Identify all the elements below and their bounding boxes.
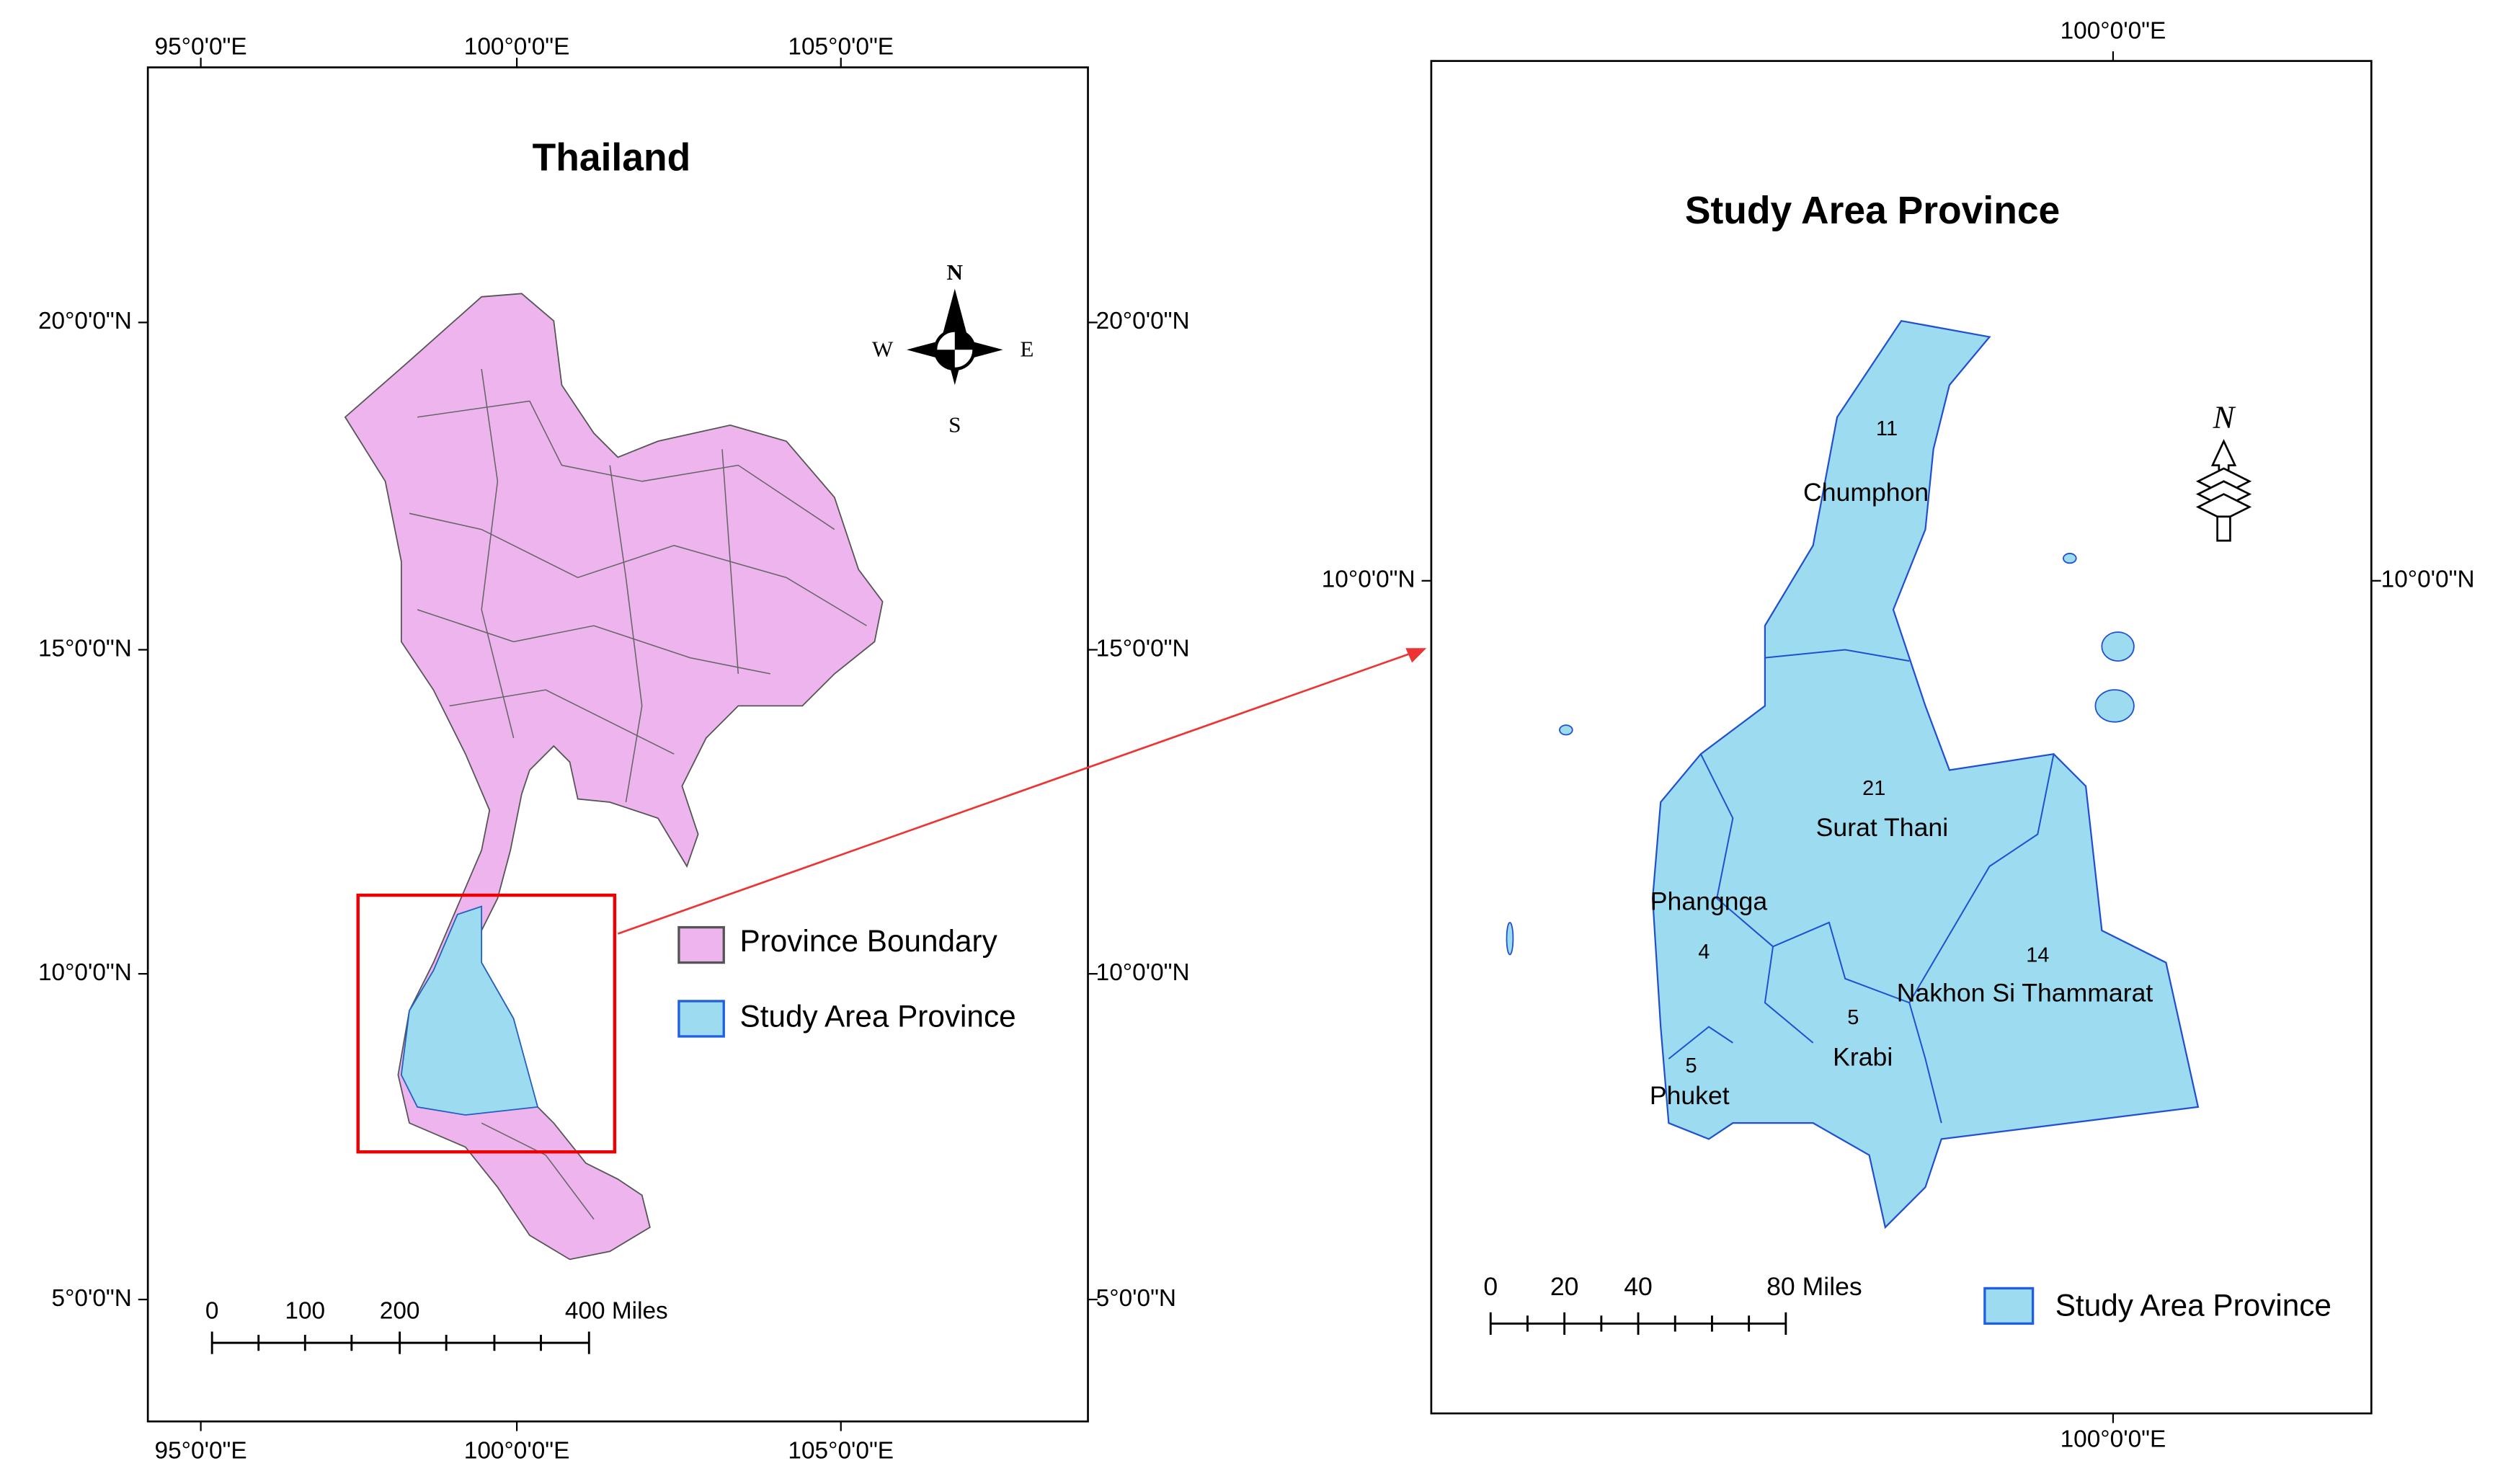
compass (907, 288, 1003, 386)
province-name: Phuket (1650, 1081, 1730, 1110)
lat-label: 5°0'0"N (1096, 1285, 1176, 1312)
zoom-arrow (617, 652, 1413, 935)
right-frame (1430, 60, 2373, 1415)
left-frame (146, 66, 1089, 1423)
compass-e: E (1020, 337, 1033, 362)
legend-label: Province Boundary (740, 924, 998, 958)
legend-swatch (677, 1000, 725, 1038)
legend-swatch (677, 925, 725, 964)
scale-label: 80 Miles (1766, 1272, 1862, 1301)
lat-label: 10°0'0"N (2381, 567, 2475, 593)
lat-label: 5°0'0"N (52, 1285, 132, 1312)
lat-label: 10°0'0"N (38, 959, 132, 986)
north-label: N (2213, 399, 2236, 435)
scale-label: 40 (1624, 1272, 1653, 1301)
scale-label: 200 (380, 1298, 420, 1325)
scale-bar (210, 1331, 590, 1354)
scale-label: 0 (205, 1298, 219, 1325)
lon-label: 105°0'0"E (788, 1437, 894, 1464)
province-borders (1668, 649, 2055, 1124)
lat-label: 10°0'0"N (1322, 567, 1415, 593)
lon-label: 105°0'0"E (788, 34, 894, 61)
study-area-right (1651, 319, 2200, 1230)
compass-s: S (948, 412, 961, 437)
scale-bar (1489, 1312, 1787, 1335)
lon-label: 100°0'0"E (464, 1437, 570, 1464)
left-title: Thailand (533, 137, 691, 179)
province-name: Phangnga (1650, 887, 1768, 916)
compass-n: N (947, 259, 964, 285)
province-name: Surat Thani (1816, 813, 1948, 842)
lat-label: 10°0'0"N (1096, 959, 1190, 986)
lat-label: 20°0'0"N (1096, 308, 1190, 334)
scale-label: 100 (285, 1298, 325, 1325)
lon-label: 95°0'0"E (155, 34, 247, 61)
legend-label: Study Area Province (740, 1000, 1016, 1034)
scale-label: 0 (1483, 1272, 1498, 1301)
province-name: Chumphon (1803, 478, 1929, 507)
study-area-left (400, 905, 539, 1116)
lon-label: 100°0'0"E (464, 34, 570, 61)
islands (1506, 553, 2135, 956)
tick-marks (138, 58, 1098, 1431)
lat-label: 20°0'0"N (38, 308, 132, 334)
lat-label: 15°0'0"N (38, 635, 132, 662)
lat-label: 15°0'0"N (1096, 635, 1190, 662)
province-number: 21 (1862, 777, 1885, 800)
scale-label: 400 Miles (565, 1298, 668, 1325)
compass-w: W (872, 337, 894, 362)
province-lines (409, 368, 867, 1220)
legend-swatch (1983, 1287, 2035, 1325)
province-number: 4 (1698, 941, 1710, 964)
lon-label: 100°0'0"E (2061, 1426, 2166, 1453)
province-number: 5 (1847, 1006, 1859, 1029)
province-number: 14 (2026, 943, 2049, 967)
lon-label: 100°0'0"E (2061, 17, 2166, 44)
province-number: 5 (1685, 1054, 1697, 1078)
right-title: Study Area Province (1685, 190, 2060, 232)
province-name: Krabi (1833, 1043, 1893, 1072)
arrow-head (1405, 648, 1427, 663)
legend-label: Study Area Province (2055, 1288, 2331, 1322)
lon-label: 95°0'0"E (155, 1437, 247, 1464)
north-arrow (2195, 438, 2252, 542)
province-name: Nakhon Si Thammarat (1897, 978, 2153, 1007)
tick-marks (1421, 51, 2381, 1423)
zoom-box (356, 893, 617, 1154)
scale-label: 20 (1550, 1272, 1579, 1301)
province-number: 11 (1876, 417, 1898, 440)
